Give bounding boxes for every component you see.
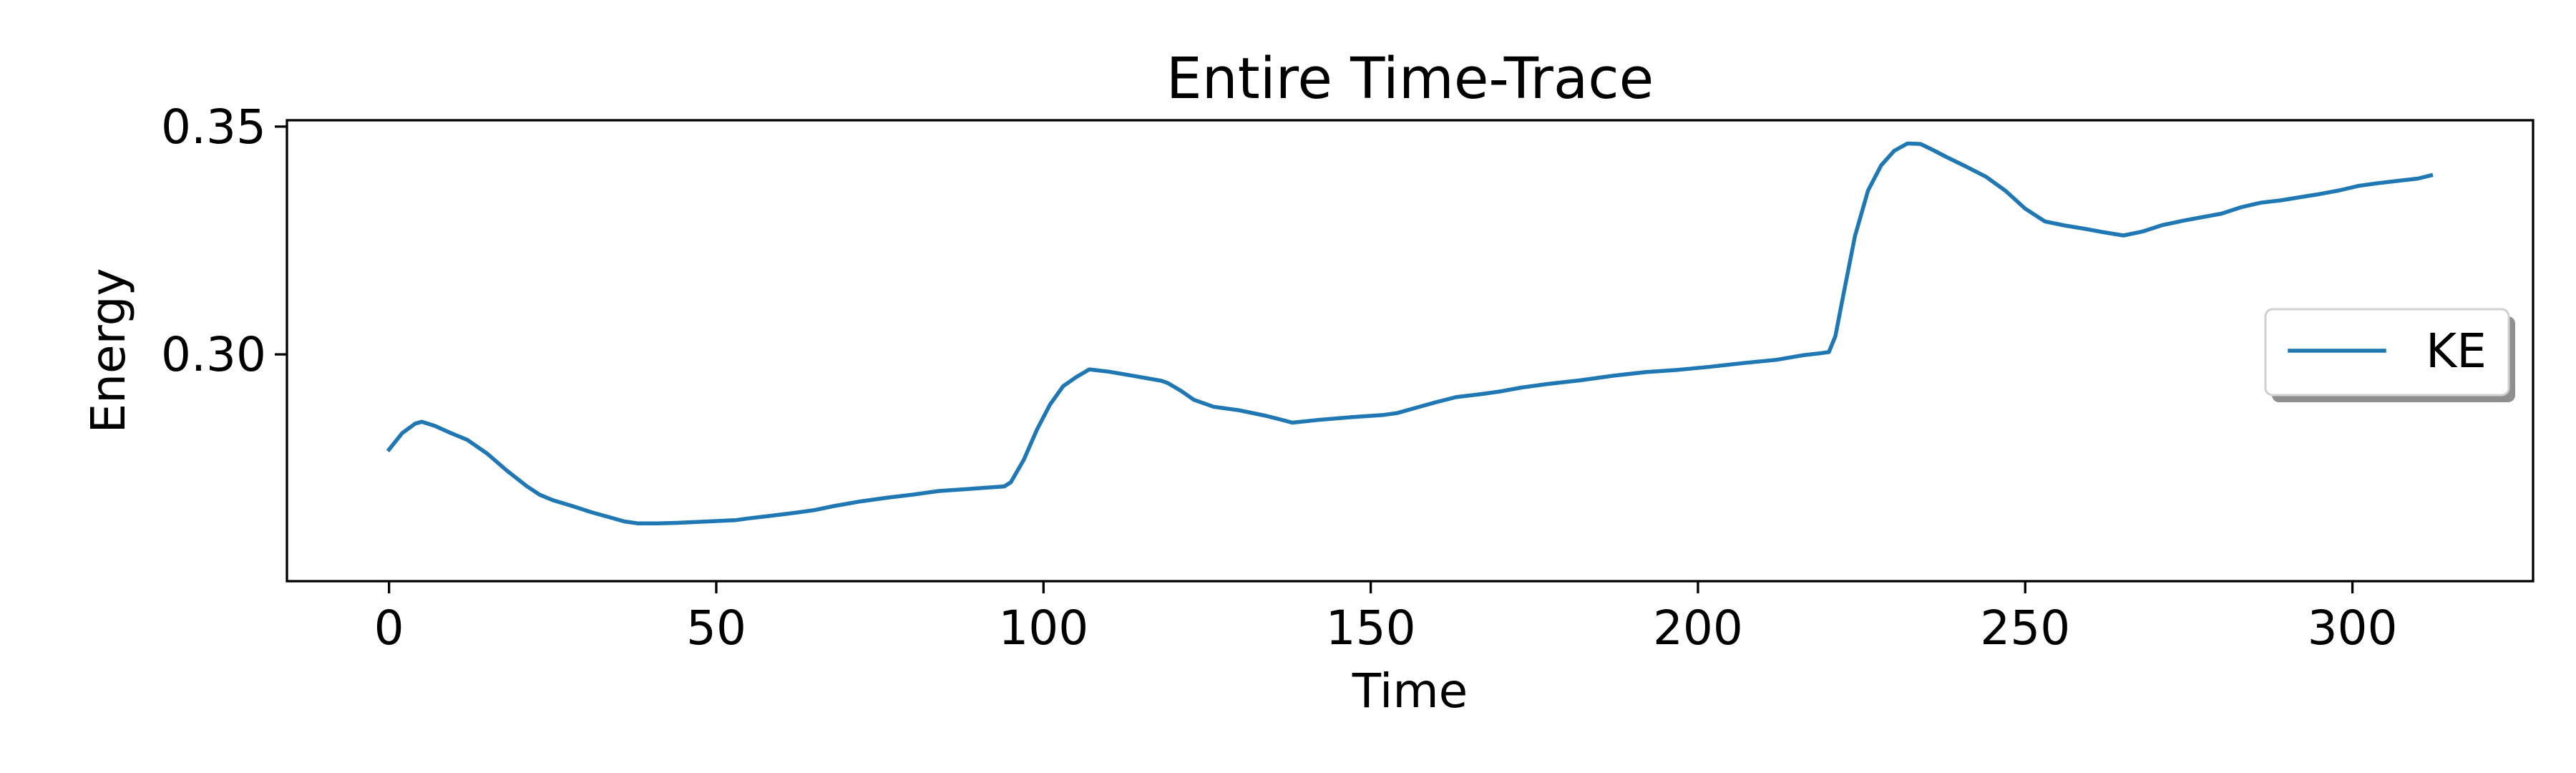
plot-area — [386, 141, 2434, 525]
x-tick-label: 150 — [1326, 601, 1416, 656]
x-tick-label: 100 — [998, 601, 1088, 656]
x-tick-label: 300 — [2308, 601, 2398, 656]
axes-frame — [286, 119, 2534, 583]
x-tick-label: 250 — [1980, 601, 2070, 656]
x-tick-label: 50 — [686, 601, 746, 656]
y-axis: 0.30 0.35 — [161, 99, 287, 382]
y-tick-label: 0.30 — [161, 327, 266, 382]
x-axis-label: Time — [1352, 663, 1468, 719]
x-axis: 0 50 100 150 200 250 300 — [374, 581, 2398, 656]
y-tick-label: 0.35 — [161, 99, 266, 155]
x-tick-label: 200 — [1653, 601, 1743, 656]
y-axis-label: Energy — [81, 268, 136, 433]
legend: KE — [2264, 308, 2515, 402]
legend-box — [2264, 308, 2510, 397]
series-line-ke — [386, 141, 2434, 525]
chart-title: Entire Time-Trace — [1166, 46, 1654, 112]
x-tick-label: 0 — [374, 601, 404, 656]
legend-label-ke: KE — [2426, 324, 2487, 379]
